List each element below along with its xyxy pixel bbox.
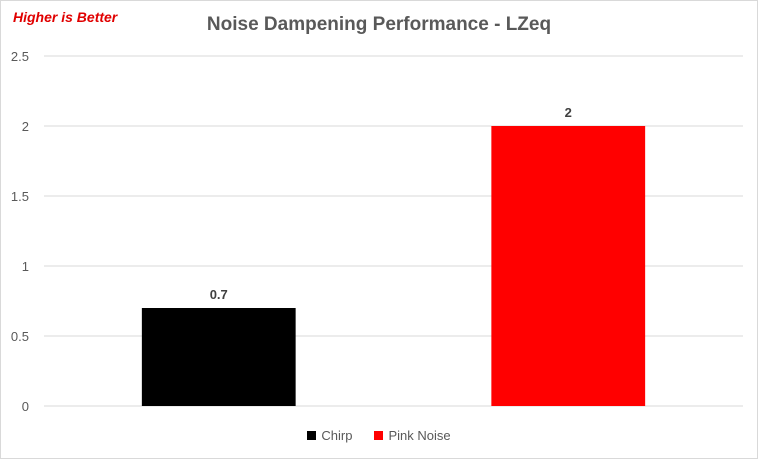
legend-swatch-pink-noise bbox=[374, 431, 384, 440]
legend-item-pink-noise: Pink Noise bbox=[374, 428, 451, 443]
higher-is-better-note: Higher is Better bbox=[13, 9, 118, 25]
bar bbox=[491, 126, 646, 406]
y-tick-label: 1.5 bbox=[11, 189, 29, 204]
legend-item-chirp: Chirp bbox=[307, 428, 352, 443]
legend: Chirp Pink Noise bbox=[0, 428, 758, 443]
y-tick-label: 2 bbox=[22, 119, 29, 134]
data-label: 0.7 bbox=[210, 287, 228, 302]
data-label: 2 bbox=[565, 105, 572, 120]
legend-swatch-chirp bbox=[307, 431, 317, 440]
chart-title: Noise Dampening Performance - LZeq bbox=[206, 14, 552, 35]
y-tick-label: 2.5 bbox=[11, 49, 29, 64]
y-tick-label: 1 bbox=[22, 259, 29, 274]
legend-label-chirp: Chirp bbox=[321, 428, 353, 443]
y-tick-label: 0.5 bbox=[11, 329, 29, 344]
legend-label-pink-noise: Pink Noise bbox=[388, 428, 451, 443]
y-tick-label: 0 bbox=[22, 399, 29, 414]
bar bbox=[141, 308, 296, 406]
